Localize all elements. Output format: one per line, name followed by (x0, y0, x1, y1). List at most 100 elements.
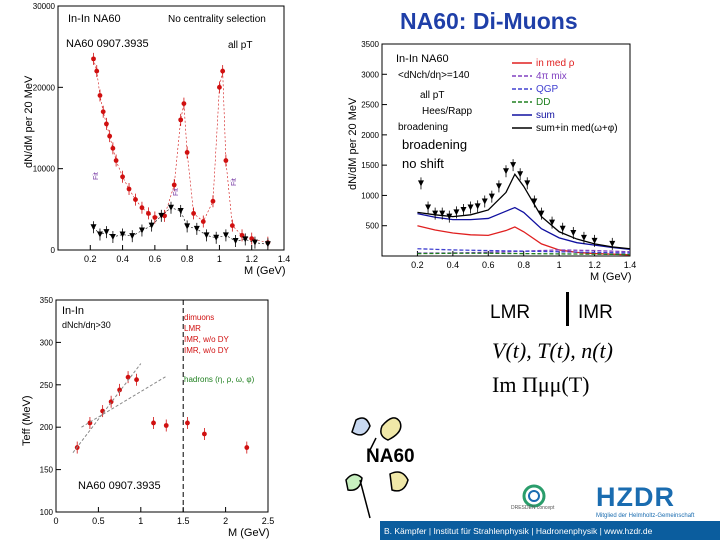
chart-note: Hees/Rapp (422, 106, 472, 117)
y-tick-label: 10000 (33, 165, 56, 174)
y-axis-label: dN/dM per 20 MeV (23, 75, 35, 168)
x-tick-label: 2.5 (262, 516, 275, 526)
fit-annotation: Fit (231, 178, 238, 186)
plot-frame (381, 43, 631, 257)
slide-title: NA60: Di-Muons (400, 8, 578, 34)
legend-label: dimuons (184, 313, 214, 322)
x-tick-label: 0.6 (149, 254, 162, 264)
x-tick-label: 1 (217, 254, 222, 264)
chart-note: dNch/dη>30 (62, 320, 111, 330)
chart-top-right: 0.2 0.4 0.6 0.8 1 1.2 1.4 500 1000 1500 2000 2500 30… (347, 40, 637, 283)
y-tick-label: 1500 (361, 161, 379, 170)
x-tick-label: 1.2 (245, 254, 258, 264)
x-tick-label: 0.4 (116, 254, 129, 264)
x-tick-label: 2 (223, 516, 228, 526)
y-tick-label: 100 (40, 508, 54, 517)
x-tick-label: 0.8 (517, 260, 530, 270)
chart-note: <dNch/dη>=140 (398, 70, 470, 81)
chart-note: all pT (228, 40, 252, 51)
y-tick-label: 2500 (361, 101, 379, 110)
chart-title: In-In NA60 (68, 13, 121, 25)
legend-label: DD (536, 97, 550, 108)
legend-label: QGP (536, 84, 559, 95)
footer-bar (380, 521, 720, 540)
legend-label: IMR, w/o DY (184, 346, 230, 355)
footer-text: B. Kämpfer | Institut für Strahlenphysik… (384, 526, 653, 536)
formula-line-2: Im Πμμ(T) (492, 372, 590, 397)
y-tick-label: 0 (51, 246, 56, 255)
na60-logo-text: NA60 (366, 446, 415, 467)
x-tick-label: 1 (138, 516, 143, 526)
y-tick-label: 1000 (361, 191, 379, 200)
na60-logo (345, 417, 409, 519)
x-tick-label: 1.5 (177, 516, 190, 526)
fit-annotation: Fit (173, 188, 180, 196)
reference-bottom: NA60 0907.3935 (78, 480, 161, 492)
x-axis-label: M (GeV) (590, 271, 632, 283)
y-tick-label: 30000 (33, 2, 56, 11)
imr-label: IMR (578, 302, 613, 323)
chart-title: In-In (62, 305, 84, 317)
chart-title: In-In NA60 (396, 53, 449, 65)
series-line (417, 206, 631, 250)
x-tick-label: 1 (557, 260, 562, 270)
legend-label: IMR, w/o DY (184, 335, 230, 344)
lmr-label: LMR (490, 302, 531, 323)
x-tick-label: 1.4 (624, 260, 637, 270)
x-tick-label: 0 (53, 516, 58, 526)
legend-label: sum (536, 110, 555, 121)
x-tick-label: 0.2 (411, 260, 424, 270)
y-tick-label: 3000 (361, 70, 379, 79)
lmr-imr-divider (566, 292, 569, 326)
trend-line (72, 363, 142, 453)
y-tick-label: 2000 (361, 131, 379, 140)
legend-label: 4π mix (536, 71, 567, 82)
broadening-note: broadening (402, 137, 467, 152)
x-tick-label: 0.4 (447, 260, 460, 270)
y-axis-label: Teff (MeV) (21, 395, 33, 446)
series-line (417, 248, 631, 254)
x-tick-label: 0.2 (84, 254, 97, 264)
y-tick-label: 300 (40, 338, 54, 347)
hzdr-logo: HZDR (596, 482, 675, 512)
y-tick-label: 500 (366, 222, 380, 231)
footer-subtitle: Mitglied der Helmholtz-Gemeinschaft (596, 513, 695, 519)
chart-note: all pT (420, 90, 444, 101)
series-line (417, 225, 631, 256)
x-tick-label: 1.2 (588, 260, 601, 270)
chart-subtitle: No centrality selection (168, 14, 266, 25)
legend-label: sum+in med(ω+φ) (536, 123, 618, 134)
plot-frame (57, 5, 285, 251)
y-tick-label: 20000 (33, 83, 56, 92)
legend-label: in med ρ (536, 58, 575, 69)
series-line (417, 249, 631, 254)
series-guide (93, 58, 268, 243)
chart-note: broadening (398, 122, 448, 133)
dresden-concept-text: DRESDEN concept (511, 505, 555, 511)
x-axis-label: M (GeV) (244, 265, 286, 277)
x-tick-label: 0.8 (181, 254, 194, 264)
y-axis-label: dN/dM per 20 MeV (347, 97, 359, 190)
series-line (417, 172, 631, 250)
trend-line (81, 375, 167, 428)
y-tick-label: 150 (40, 466, 54, 475)
chart-top-left: 0.2 0.4 0.6 0.8 1 1.2 1.4 0 10000 20000 30000 M (Ge… (23, 2, 291, 277)
plot-frame (55, 299, 269, 513)
x-tick-label: 1.4 (278, 254, 291, 264)
y-tick-label: 350 (40, 296, 54, 305)
reference-top: NA60 0907.3935 (66, 38, 149, 50)
x-tick-label: 0.6 (482, 260, 495, 270)
y-tick-label: 250 (40, 381, 54, 390)
no-shift-note: no shift (402, 156, 444, 171)
series-line (417, 252, 631, 256)
legend-label: LMR (184, 324, 201, 333)
dresden-concept-logo (522, 484, 546, 508)
x-axis-label: M (GeV) (228, 527, 270, 539)
legend-label: hadrons (η, ρ, ω, φ) (184, 375, 255, 384)
x-tick-label: 0.5 (92, 516, 105, 526)
y-tick-label: 3500 (361, 40, 379, 49)
chart-bottom-left: 0 0.5 1 1.5 2 2.5 100 150 200 250 300 350 M (GeV) Tef… (21, 296, 275, 539)
formula-line-1: V(t), T(t), n(t) (492, 338, 613, 363)
fit-annotation: Fit (93, 172, 100, 180)
y-tick-label: 200 (40, 423, 54, 432)
